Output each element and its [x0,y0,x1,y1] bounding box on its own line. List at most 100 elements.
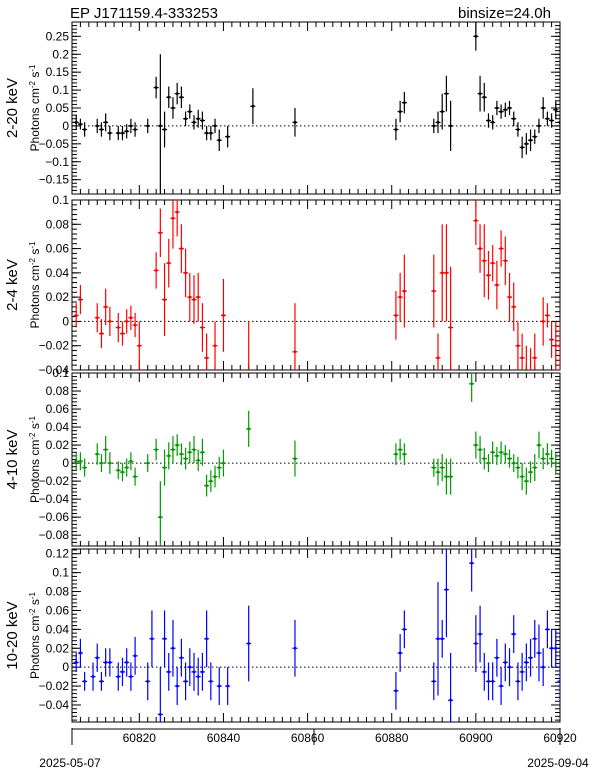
data-point [187,648,193,687]
point-marker [524,661,528,664]
data-point [174,200,180,237]
data-point [212,118,218,134]
data-point [187,441,193,464]
data-point [553,452,559,474]
data-point [540,97,546,119]
point-marker [499,247,503,250]
data-point [246,605,252,682]
data-point [523,133,529,155]
data-point [443,458,449,495]
point-marker [217,684,221,688]
data-point [485,454,491,473]
data-point [166,442,172,470]
band-label: 2-20 keV [4,78,21,138]
y-axis-label-part: Photons cm [28,88,42,151]
point-marker [537,651,541,655]
data-point [178,86,184,108]
data-point [490,662,496,701]
data-point [191,115,197,130]
point-marker [74,459,78,463]
point-marker [394,128,398,131]
point-marker [95,656,99,660]
data-point [511,282,517,332]
y-tick-label: 0.02 [46,641,70,655]
data-point [473,431,479,459]
point-marker [201,450,204,454]
y-tick-label: 0.04 [46,420,70,434]
data-point [195,449,201,472]
point-marker [537,124,541,128]
point-marker [209,479,213,483]
data-point [128,118,134,134]
data-point [216,456,222,479]
point-marker [478,448,482,451]
point-marker [222,461,225,465]
y-axis-label-part: Photons cm [28,616,42,679]
y-tick-label: −0.1 [45,155,69,169]
data-point [494,446,500,465]
point-marker [440,637,444,641]
point-marker [184,271,187,275]
data-point [519,333,525,370]
data-point [187,104,193,119]
data-point [178,224,184,273]
y-tick-label: 0.1 [52,366,69,380]
data-point [225,667,231,705]
data-point [477,436,483,464]
data-point [103,648,109,677]
data-point [481,447,487,470]
point-marker [146,679,150,683]
point-marker [487,119,490,122]
point-marker [205,637,209,641]
point-marker [79,651,82,655]
data-point [292,108,298,137]
point-marker [402,101,406,105]
point-marker [108,131,112,135]
data-point [107,648,113,677]
point-marker [188,110,192,113]
y-axis-label-part: -1 [28,241,37,249]
point-marker [116,468,120,472]
data-point [73,452,79,471]
point-marker [398,110,402,113]
point-marker [192,120,196,124]
point-marker [445,271,448,275]
data-point [523,467,529,495]
data-point [145,118,151,134]
data-point [216,129,222,151]
data-point [515,662,521,701]
data-point [94,443,100,465]
point-marker [449,475,453,479]
point-marker [499,450,503,454]
data-point [431,118,437,134]
point-marker [209,679,213,683]
source-title: EP J171159.4-333253 [70,5,218,22]
y-tick-label: 0 [62,314,69,328]
data-point [498,441,504,464]
data-point [98,671,104,691]
data-point [557,321,560,370]
point-marker [495,283,499,287]
data-point [204,333,210,370]
point-marker [192,670,196,674]
point-marker [100,461,103,465]
point-marker [213,475,217,479]
point-marker [449,698,453,702]
data-point [557,115,560,130]
point-marker [491,450,495,454]
data-point [149,610,155,668]
data-point [553,629,559,668]
point-marker [100,128,103,131]
point-marker [222,313,225,317]
point-marker [154,269,158,272]
point-marker [487,461,490,465]
data-point [515,122,521,137]
data-point [183,447,189,470]
data-point [485,662,491,701]
data-point [393,291,399,340]
point-marker [108,661,112,664]
data-point [431,458,437,477]
point-marker [508,295,511,299]
point-marker [129,316,133,320]
data-point [477,605,483,663]
